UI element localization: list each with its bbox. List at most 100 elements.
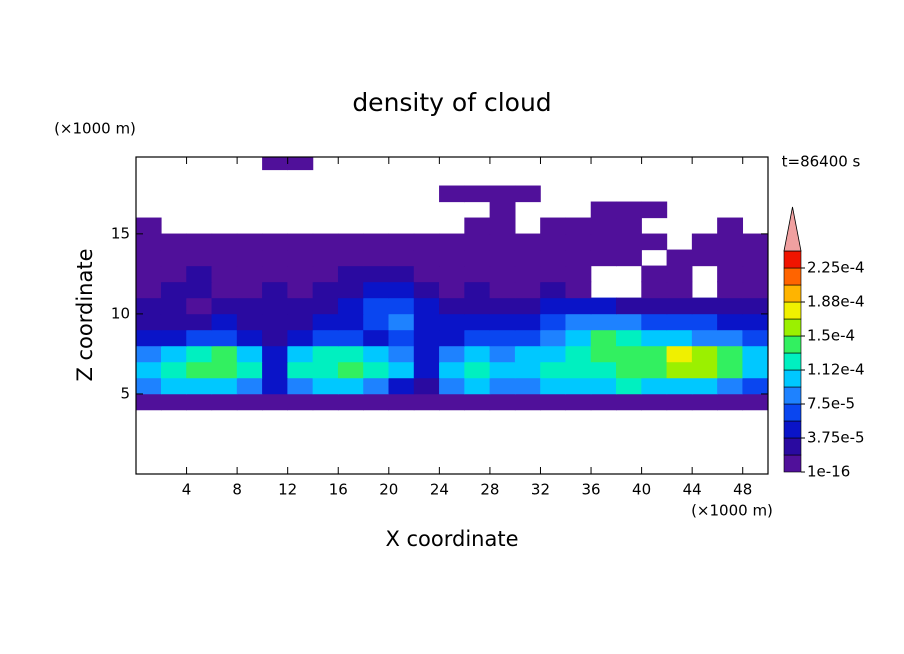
- contour-cell: [691, 329, 718, 347]
- contour-cell: [514, 377, 541, 395]
- contour-cell: [388, 297, 415, 315]
- contour-cell: [742, 345, 768, 363]
- contour-cell: [666, 265, 693, 283]
- contour-cell: [363, 313, 390, 331]
- contour-cell: [236, 393, 263, 411]
- contour-cell: [717, 297, 744, 315]
- contour-cell: [742, 361, 768, 379]
- colorbar-band: [783, 335, 802, 354]
- contour-cell: [666, 329, 693, 347]
- contour-cell: [363, 265, 390, 283]
- contour-cell: [514, 345, 541, 363]
- contour-cell: [616, 377, 642, 395]
- contour-cell: [742, 265, 768, 283]
- contour-cell: [464, 217, 491, 235]
- contour-cell: [337, 233, 364, 251]
- contour-cell: [641, 265, 668, 283]
- contour-cell: [312, 345, 339, 363]
- contour-cell: [590, 201, 617, 219]
- contour-cell: [186, 377, 213, 395]
- contour-cell: [439, 393, 465, 411]
- contour-cell: [691, 297, 718, 315]
- colorbar-band: [783, 267, 802, 286]
- contour-cell: [590, 233, 617, 251]
- contour-cell: [388, 265, 415, 283]
- colorbar-band: [783, 369, 802, 388]
- colorbar-band: [783, 437, 802, 456]
- contour-cell: [388, 377, 415, 395]
- contour-cell: [413, 233, 440, 251]
- contour-cell: [337, 361, 364, 379]
- contour-cell: [616, 233, 642, 251]
- contour-cell: [287, 233, 314, 251]
- contour-cell: [312, 281, 339, 299]
- contour-cell: [439, 361, 465, 379]
- contour-cell: [691, 361, 718, 379]
- contour-cell: [262, 393, 288, 411]
- contour-cell: [742, 281, 768, 299]
- colorbar-band: [783, 386, 802, 405]
- contour-cell: [236, 249, 263, 267]
- contour-cell: [666, 393, 693, 411]
- contour-cell: [211, 249, 238, 267]
- contour-cell: [565, 249, 592, 267]
- contour-cell: [439, 297, 465, 315]
- y-tick-label: 10: [111, 304, 130, 322]
- contour-cell: [616, 217, 642, 235]
- colorbar-label: 1.5e-4: [807, 327, 855, 345]
- time-label: t=86400 s: [782, 153, 861, 171]
- contour-cell: [160, 249, 187, 267]
- contour-cell: [160, 329, 187, 347]
- contour-cell: [742, 313, 768, 331]
- contour-cell: [590, 345, 617, 363]
- contour-cell: [616, 361, 642, 379]
- contour-cell: [136, 393, 162, 411]
- contour-cell: [641, 201, 668, 219]
- contour-cell: [262, 297, 288, 315]
- contour-cell: [186, 233, 213, 251]
- contour-field: [136, 157, 768, 411]
- colorbar-label: 1e-16: [807, 463, 850, 481]
- colorbar-band: [783, 318, 802, 337]
- contour-cell: [691, 249, 718, 267]
- contour-cell: [489, 265, 516, 283]
- x-tick-label: 20: [379, 481, 398, 499]
- contour-cell: [236, 281, 263, 299]
- contour-cell: [565, 297, 592, 315]
- contour-cell: [439, 265, 465, 283]
- contour-cell: [413, 249, 440, 267]
- contour-cell: [413, 329, 440, 347]
- contour-cell: [717, 233, 744, 251]
- contour-cell: [540, 265, 567, 283]
- contour-cell: [160, 393, 187, 411]
- contour-cell: [439, 249, 465, 267]
- contour-cell: [262, 249, 288, 267]
- contour-cell: [236, 265, 263, 283]
- contour-cell: [186, 345, 213, 363]
- contour-cell: [691, 377, 718, 395]
- contour-cell: [388, 249, 415, 267]
- contour-cell: [363, 361, 390, 379]
- contour-cell: [262, 265, 288, 283]
- contour-cell: [262, 281, 288, 299]
- contour-cell: [337, 377, 364, 395]
- contour-cell: [691, 233, 718, 251]
- contour-cell: [363, 233, 390, 251]
- contour-cell: [186, 329, 213, 347]
- contour-cell: [717, 313, 744, 331]
- contour-cell: [186, 361, 213, 379]
- contour-cell: [439, 345, 465, 363]
- contour-cell: [262, 377, 288, 395]
- contour-cell: [616, 393, 642, 411]
- contour-cell: [413, 265, 440, 283]
- contour-cell: [540, 233, 567, 251]
- contour-cell: [160, 265, 187, 283]
- contour-cell: [514, 361, 541, 379]
- contour-cell: [363, 377, 390, 395]
- contour-cell: [641, 329, 668, 347]
- colorbar-label: 1.88e-4: [807, 293, 865, 311]
- contour-cell: [160, 361, 187, 379]
- contour-cell: [236, 329, 263, 347]
- contour-cell: [514, 249, 541, 267]
- contour-cell: [489, 345, 516, 363]
